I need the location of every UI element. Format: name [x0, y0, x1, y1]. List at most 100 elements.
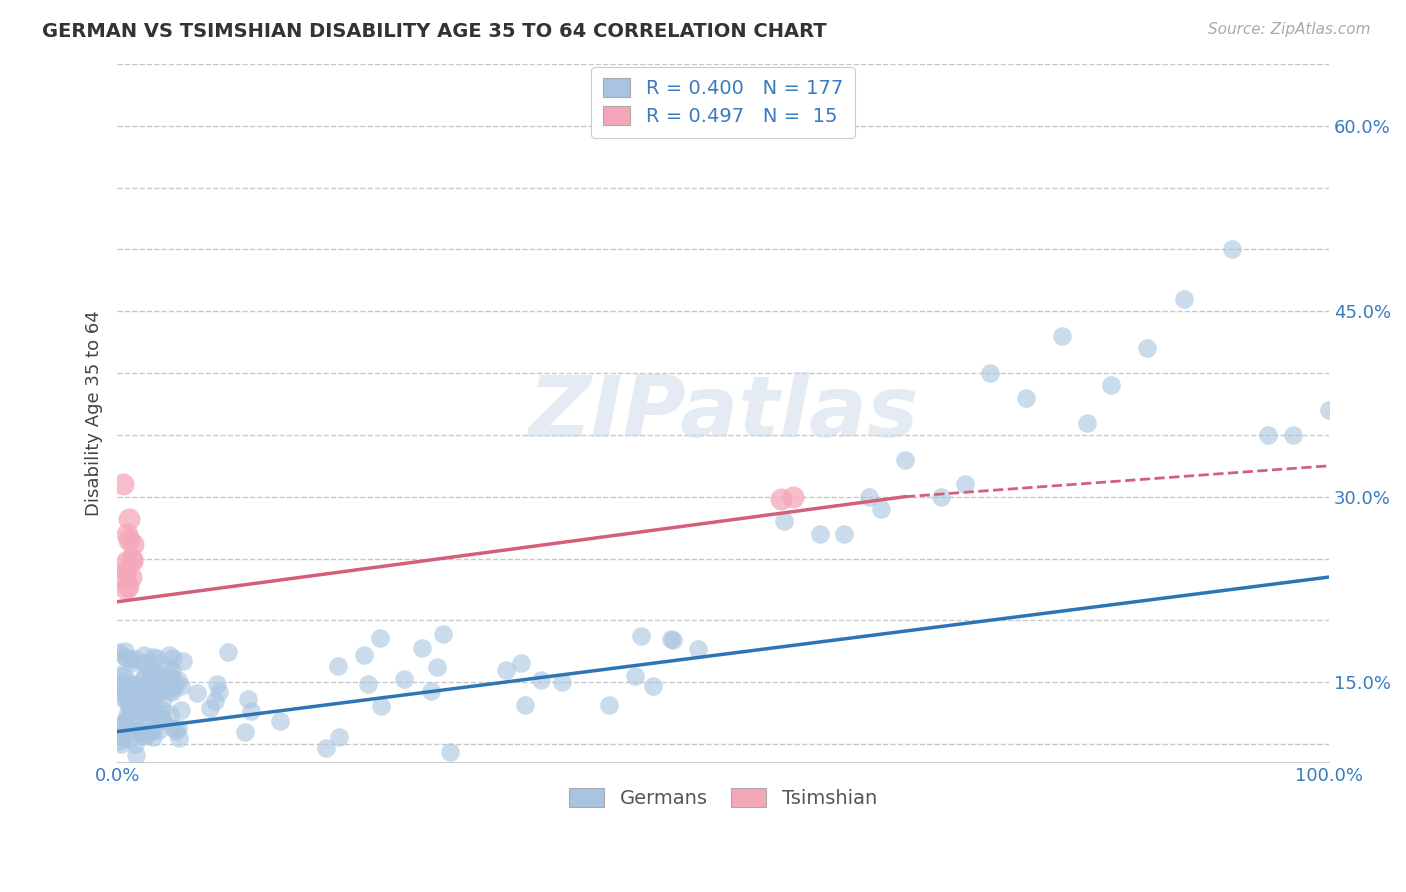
Point: [1015, 391, 1038, 405]
Point: [160, 680, 183, 694]
Point: [125, 723, 148, 738]
Point: [138, 673, 160, 687]
Point: [141, 673, 163, 688]
Point: [127, 702, 149, 716]
Point: [236, 691, 259, 706]
Point: [127, 681, 149, 696]
Point: [122, 678, 145, 692]
Point: [510, 656, 533, 670]
Point: [112, 477, 135, 491]
Point: [513, 698, 536, 712]
Point: [117, 698, 139, 712]
Point: [240, 704, 263, 718]
Point: [131, 702, 153, 716]
Point: [495, 663, 517, 677]
Point: [150, 712, 173, 726]
Text: GERMAN VS TSIMSHIAN DISABILITY AGE 35 TO 64 CORRELATION CHART: GERMAN VS TSIMSHIAN DISABILITY AGE 35 TO…: [42, 22, 827, 41]
Point: [131, 695, 153, 709]
Point: [1257, 428, 1279, 442]
Point: [131, 673, 153, 687]
Point: [186, 686, 208, 700]
Point: [432, 627, 454, 641]
Point: [118, 695, 141, 709]
Point: [122, 704, 145, 718]
Point: [118, 720, 141, 734]
Text: ZIPatlas: ZIPatlas: [529, 372, 918, 455]
Point: [138, 662, 160, 676]
Point: [1173, 292, 1195, 306]
Point: [411, 641, 433, 656]
Point: [146, 685, 169, 699]
Point: [134, 692, 156, 706]
Point: [148, 723, 170, 738]
Point: [858, 490, 880, 504]
Point: [115, 712, 138, 726]
Point: [131, 705, 153, 719]
Point: [370, 631, 392, 645]
Point: [200, 701, 222, 715]
Point: [115, 674, 138, 689]
Point: [770, 492, 793, 507]
Point: [134, 667, 156, 681]
Point: [134, 656, 156, 670]
Point: [159, 706, 181, 721]
Point: [152, 667, 174, 681]
Point: [132, 648, 155, 662]
Point: [419, 683, 441, 698]
Point: [142, 723, 165, 737]
Point: [117, 579, 139, 593]
Point: [1052, 329, 1074, 343]
Point: [135, 728, 157, 742]
Point: [167, 721, 190, 735]
Point: [1281, 428, 1303, 442]
Point: [115, 554, 138, 568]
Point: [157, 648, 180, 662]
Point: [122, 536, 145, 550]
Point: [623, 669, 645, 683]
Point: [233, 724, 256, 739]
Point: [326, 658, 349, 673]
Point: [1076, 416, 1098, 430]
Point: [111, 690, 134, 705]
Point: [111, 687, 134, 701]
Point: [370, 699, 392, 714]
Point: [149, 685, 172, 699]
Point: [121, 697, 143, 711]
Point: [772, 515, 794, 529]
Point: [832, 526, 855, 541]
Point: [1136, 342, 1159, 356]
Point: [659, 632, 682, 646]
Point: [530, 673, 553, 687]
Point: [138, 695, 160, 709]
Point: [152, 673, 174, 687]
Y-axis label: Disability Age 35 to 64: Disability Age 35 to 64: [86, 310, 103, 516]
Point: [117, 713, 139, 727]
Point: [392, 672, 415, 686]
Point: [426, 660, 449, 674]
Point: [142, 650, 165, 665]
Point: [165, 724, 187, 739]
Point: [643, 679, 665, 693]
Point: [162, 721, 184, 735]
Point: [110, 730, 132, 744]
Point: [143, 669, 166, 683]
Point: [114, 570, 136, 584]
Point: [163, 679, 186, 693]
Point: [134, 695, 156, 709]
Point: [111, 676, 134, 690]
Point: [136, 676, 159, 690]
Point: [160, 663, 183, 677]
Point: [139, 713, 162, 727]
Point: [598, 698, 620, 713]
Point: [145, 711, 167, 725]
Point: [929, 490, 952, 504]
Point: [134, 703, 156, 717]
Point: [118, 697, 141, 711]
Point: [869, 502, 891, 516]
Point: [117, 711, 139, 725]
Point: [114, 564, 136, 578]
Point: [132, 730, 155, 744]
Point: [782, 490, 804, 504]
Point: [114, 643, 136, 657]
Point: [132, 703, 155, 717]
